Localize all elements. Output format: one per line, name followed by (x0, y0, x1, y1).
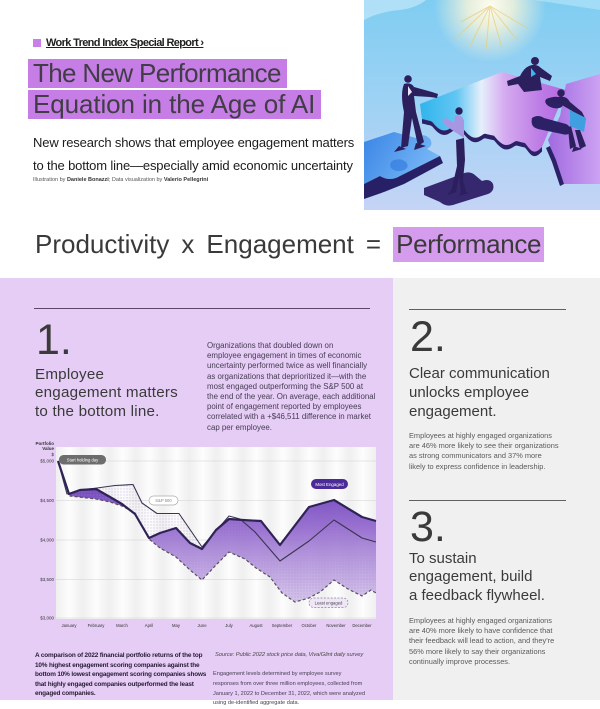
svg-text:$3,000: $3,000 (40, 616, 54, 621)
svg-text:October: October (302, 623, 318, 628)
svg-text:Value: Value (42, 446, 54, 451)
svg-text:August: August (249, 623, 263, 628)
svg-text:Least engaged: Least engaged (315, 601, 343, 606)
svg-text:February: February (88, 623, 106, 628)
svg-text:$3,500: $3,500 (40, 577, 54, 582)
svg-text:May: May (172, 623, 181, 628)
svg-text:April: April (145, 623, 153, 628)
svg-text:March: March (116, 623, 128, 628)
svg-text:$4,500: $4,500 (40, 498, 54, 503)
svg-text:Portfolio: Portfolio (36, 441, 55, 446)
svg-text:S&P 500: S&P 500 (155, 498, 172, 503)
svg-text:January: January (62, 623, 78, 628)
svg-text:November: November (326, 623, 346, 628)
svg-text:$4,000: $4,000 (40, 538, 54, 543)
svg-text:September: September (272, 623, 293, 628)
svg-text:Most Engaged: Most Engaged (315, 482, 344, 487)
svg-text:December: December (352, 623, 372, 628)
svg-text:June: June (197, 623, 207, 628)
svg-text:$: $ (51, 452, 54, 457)
svg-text:July: July (225, 623, 233, 628)
svg-text:$5,000: $5,000 (40, 459, 54, 464)
svg-text:Start holding day: Start holding day (67, 458, 99, 463)
